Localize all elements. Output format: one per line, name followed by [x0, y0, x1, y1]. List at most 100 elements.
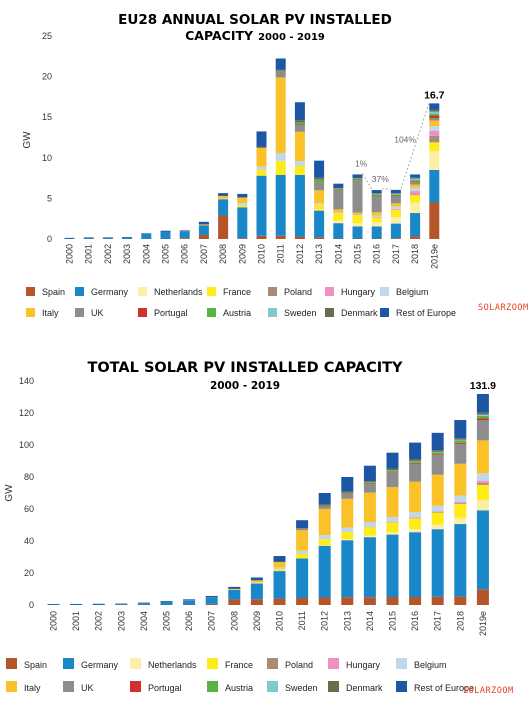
bar-segment-portugal — [454, 442, 467, 444]
bar-segment-germany — [410, 213, 421, 237]
legend-label: Netherlands — [154, 287, 203, 297]
x-tick-label: 2013 — [342, 611, 352, 631]
bar-segment-spain — [476, 589, 489, 605]
chart-title: EU28 ANNUAL SOLAR PV INSTALLED — [118, 12, 392, 28]
legend-label: Germany — [91, 287, 129, 297]
legend-item-austria: Austria — [207, 681, 253, 693]
bar-segment-portugal — [341, 493, 354, 495]
bar-segment-germany — [122, 237, 133, 239]
bar-segment-hungary — [429, 131, 440, 136]
legend-swatch — [207, 681, 218, 692]
bar-segment-rest-of-europe — [314, 160, 325, 178]
legend-label: Sweden — [285, 683, 318, 693]
legend-item-netherlands: Netherlands — [138, 287, 203, 297]
bar-segment-netherlands — [333, 220, 344, 224]
x-tick-label: 2003 — [122, 244, 132, 264]
legend-label: Poland — [285, 660, 313, 670]
legend-item-netherlands: Netherlands — [130, 658, 197, 670]
bar-segment-germany — [431, 529, 444, 597]
bar-segment-austria — [476, 415, 489, 419]
legend-item-sweden: Sweden — [267, 681, 318, 693]
bar-segment-france — [363, 527, 376, 536]
bar-segment-rest-of-europe — [141, 233, 152, 235]
bar-segment-belgium — [237, 203, 248, 206]
watermark: SOLARZOOM — [478, 303, 529, 313]
bar-segment-denmark — [294, 120, 305, 123]
bar-segment-france — [275, 161, 286, 175]
bar-segment-austria — [333, 188, 344, 190]
bar-segment-denmark — [386, 468, 399, 471]
x-tick-label: 2008 — [229, 611, 239, 631]
bar-segment-rest-of-europe — [70, 603, 83, 605]
bar-segment-germany — [256, 175, 267, 236]
bar-segment-germany — [296, 558, 309, 598]
x-tick-label: 2001 — [84, 244, 94, 264]
bar-stack-2005 — [160, 230, 171, 239]
bar-stack-2012 — [294, 102, 305, 239]
bar-segment-belgium — [218, 198, 229, 199]
chart-subtitle-years: 2000 - 2019 — [210, 380, 280, 392]
bar-segment-sweden — [371, 193, 382, 195]
bar-segment-spain — [250, 599, 263, 605]
bar-segment-italy — [256, 148, 267, 167]
bar-segment-portugal — [429, 115, 440, 119]
legend-label: Rest of Europe — [414, 683, 474, 693]
bar-segment-germany — [205, 597, 218, 604]
bar-segment-germany — [141, 234, 152, 239]
bar-segment-italy — [314, 190, 325, 204]
legend-swatch — [268, 287, 277, 296]
legend-swatch — [380, 287, 389, 296]
legend-item-rest-of-europe: Rest of Europe — [396, 681, 474, 693]
legend-swatch — [380, 308, 389, 317]
bar-segment-uk — [352, 180, 363, 213]
bar-stack-2005 — [160, 600, 173, 605]
x-tick-label: 2004 — [141, 244, 151, 264]
x-tick-label: 2019e — [478, 611, 488, 636]
legend-label: France — [223, 287, 251, 297]
bar-segment-rest-of-europe — [47, 604, 60, 605]
bar-segment-sweden — [454, 439, 467, 441]
bar-segment-sweden — [429, 111, 440, 114]
bar-segment-germany — [137, 603, 150, 605]
y-tick-label: 25 — [42, 31, 52, 41]
bar-segment-germany — [64, 238, 75, 239]
bar-segment-rest-of-europe — [218, 193, 229, 196]
legend-label: Belgium — [396, 287, 429, 297]
bar-segment-france — [410, 195, 421, 203]
bar-segment-uk — [363, 484, 376, 493]
bar-segment-uk — [431, 455, 444, 475]
bar-segment-rest-of-europe — [431, 432, 444, 451]
bar-segment-denmark — [390, 192, 401, 194]
x-tick-label: 2006 — [184, 611, 194, 631]
bar-segment-austria — [390, 194, 401, 196]
bar-segment-germany — [115, 604, 128, 605]
bar-segment-rest-of-europe — [160, 600, 173, 602]
legend-label: Poland — [284, 287, 312, 297]
bar-segment-belgium — [256, 166, 267, 170]
legend-swatch — [6, 681, 17, 692]
bar-segment-italy — [352, 212, 363, 216]
legend-label: France — [225, 660, 253, 670]
bar-segment-rest-of-europe — [205, 595, 218, 598]
bar-segment-portugal — [410, 181, 421, 183]
bar-segment-denmark — [410, 177, 421, 179]
x-tick-label: 2009 — [252, 611, 262, 631]
x-tick-label: 2000 — [65, 244, 75, 264]
legend-item-austria: Austria — [207, 308, 251, 318]
bar-segment-rest-of-europe — [476, 393, 489, 413]
bar-segment-rest-of-europe — [390, 189, 401, 194]
bar-segment-france — [352, 215, 363, 224]
bar-segment-rest-of-europe — [409, 442, 422, 460]
x-tick-label: 2009 — [237, 244, 247, 264]
bar-segment-rest-of-europe — [371, 190, 382, 194]
bar-stack-2015 — [386, 452, 399, 605]
bar-segment-italy — [390, 203, 401, 207]
bar-stack-2001 — [83, 237, 94, 239]
bar-segment-sweden — [390, 193, 401, 195]
bar-segment-rest-of-europe — [237, 193, 248, 198]
legend-label: Denmark — [341, 308, 378, 318]
bar-segment-spain — [275, 235, 286, 239]
bar-segment-italy — [341, 498, 354, 528]
bar-segment-belgium — [314, 203, 325, 205]
bar-stack-2009 — [250, 577, 263, 605]
